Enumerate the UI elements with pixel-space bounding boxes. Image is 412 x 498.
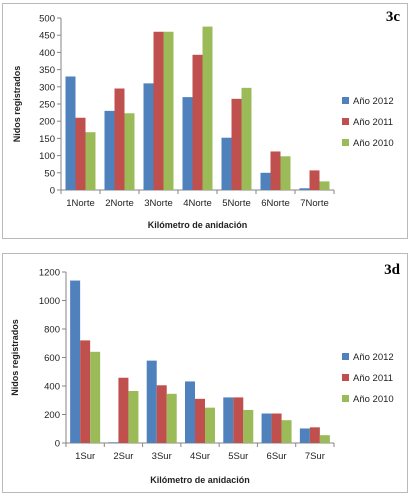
y-tick-label: 800 (44, 325, 60, 336)
y-tick-label: 0 (55, 439, 60, 450)
y-tick-label: 200 (39, 117, 55, 128)
y-tick-label: 1200 (39, 268, 60, 279)
bar-año-2011-2sur (118, 377, 129, 443)
bar-año-2012-5norte (221, 137, 232, 190)
legend-entry: Año 2010 (353, 394, 394, 405)
legend-swatch (342, 353, 349, 360)
bar-año-2012-7sur (299, 428, 310, 443)
bar-año-2012-1sur (70, 280, 81, 443)
bar-año-2011-3norte (153, 31, 164, 191)
bar-año-2010-7norte (319, 181, 330, 190)
bar-año-2011-7norte (309, 170, 320, 190)
y-tick-label: 500 (39, 14, 55, 25)
y-tick-label: 0 (50, 186, 55, 197)
y-tick-label: 450 (39, 31, 55, 42)
x-axis-title: Kilómetro de anidación (150, 475, 250, 485)
x-tick-label: 1Norte (66, 198, 95, 209)
bar-año-2011-2norte (114, 88, 125, 190)
bar-año-2012-7norte (299, 188, 310, 190)
bar-año-2012-3norte (143, 83, 154, 190)
legend-swatch (342, 395, 349, 402)
x-tick-label: 6Norte (261, 198, 290, 209)
x-tick-label: 4Norte (183, 198, 212, 209)
bar-año-2012-3sur (146, 360, 157, 443)
chart-panel-3c: 0 50 100 150 200 250 300 350 400 450 500 1Norte 2Nor… (2, 3, 408, 239)
bar-año-2011-7sur (309, 427, 320, 443)
y-tick-label: 600 (44, 353, 60, 364)
bar-año-2011-1sur (80, 340, 91, 443)
y-tick-label: 350 (39, 65, 55, 76)
legend-swatch (342, 374, 349, 381)
y-tick-label: 150 (39, 134, 55, 145)
bar-año-2010-4norte (202, 26, 213, 190)
bar-año-2011-1norte (75, 117, 86, 190)
bar-año-2012-6norte (260, 172, 271, 190)
bar-año-2011-3sur (156, 385, 167, 443)
bar-año-2012-6sur (261, 413, 272, 443)
legend-swatch (342, 97, 349, 104)
x-tick-label: 4Sur (190, 451, 210, 462)
bar-año-2012-5sur (223, 397, 234, 443)
x-tick-label: 2Sur (113, 451, 133, 462)
x-tick-label: 5Norte (222, 198, 251, 209)
bar-año-2010-6norte (280, 156, 291, 190)
bar-año-2011-4sur (195, 398, 205, 443)
legend-entry: Año 2012 (353, 352, 394, 363)
chart-3c: 0 50 100 150 200 250 300 350 400 450 500 1Norte 2Nor… (12, 9, 401, 230)
x-tick-label: 3Norte (144, 198, 173, 209)
bar-año-2010-3norte (163, 31, 174, 191)
y-tick-label: 1000 (39, 296, 60, 307)
bar-año-2012-4norte (182, 97, 193, 190)
bar-año-2012-2norte (104, 110, 115, 190)
bar-año-2010-4sur (205, 407, 215, 443)
x-tick-label: 2Norte (105, 198, 134, 209)
y-tick-label: 200 (44, 410, 60, 421)
legend-swatch (342, 118, 349, 125)
bar-año-2010-1sur (90, 351, 101, 443)
bar-año-2010-2sur (128, 390, 139, 443)
bar-año-2011-5norte (231, 98, 242, 190)
y-tick-label: 300 (39, 82, 55, 93)
legend-entry: Año 2011 (353, 373, 393, 384)
chart-3d: 0 200 400 600 800 1000 1200 1Sur 2Sur 3Sur 4Sur 5Su… (10, 262, 401, 485)
bar-año-2012-4sur (185, 381, 195, 443)
x-tick-label: 6Sur (267, 451, 287, 462)
x-tick-label: 3Sur (152, 451, 172, 462)
x-axis-title: Kilómetro de anidación (148, 220, 248, 230)
bar-año-2011-6sur (271, 413, 282, 443)
bar-año-2011-4norte (192, 54, 203, 190)
bar-año-2010-5sur (243, 409, 254, 443)
bar-año-2010-5norte (241, 87, 252, 190)
x-tick-label: 7Sur (305, 451, 325, 462)
y-tick-label: 400 (39, 48, 55, 59)
y-tick-label: 400 (44, 382, 60, 393)
x-tick-label: 5Sur (228, 451, 248, 462)
chart-panel-3d: 0 200 400 600 800 1000 1200 1Sur 2Sur 3Sur 4Sur 5Su… (2, 253, 408, 493)
bar-año-2010-6sur (281, 420, 292, 443)
bar-año-2012-1norte (65, 76, 76, 190)
legend-swatch (342, 139, 349, 146)
bar-año-2011-5sur (233, 397, 244, 443)
y-axis-title: Nidos registrados (10, 319, 20, 396)
x-tick-label: 7Norte (300, 198, 329, 209)
panel-label: 3d (384, 262, 401, 278)
legend-entry: Año 2012 (353, 96, 394, 107)
y-tick-label: 100 (39, 151, 55, 162)
bar-año-2010-3sur (166, 393, 177, 443)
y-axis-title: Nidos registrados (12, 66, 22, 143)
y-tick-label: 250 (39, 100, 55, 111)
legend-entry: Año 2011 (353, 117, 393, 128)
legend-entry: Año 2010 (353, 138, 394, 149)
y-tick-label: 50 (44, 168, 55, 179)
bar-año-2010-1norte (85, 132, 96, 190)
bar-año-2011-6norte (270, 151, 281, 190)
bar-año-2010-2norte (124, 113, 135, 190)
bar-año-2012-2sur (108, 442, 119, 443)
bar-año-2010-7sur (319, 435, 330, 443)
panel-label: 3c (386, 9, 401, 25)
x-tick-label: 1Sur (75, 451, 95, 462)
